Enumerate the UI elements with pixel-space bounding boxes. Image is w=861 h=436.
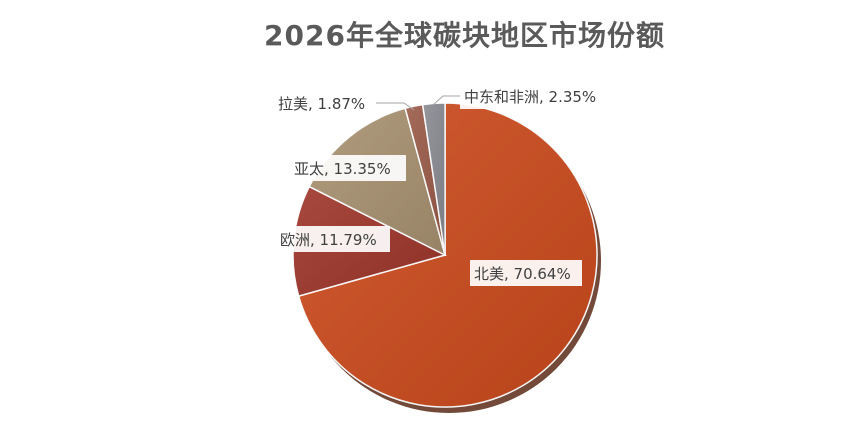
data-label-bg-1: [276, 226, 390, 252]
leader-line-3: [376, 102, 415, 111]
pie-slice-shade-4: [422, 102, 445, 255]
data-label-2: 亚太, 13.35%: [294, 160, 391, 178]
pie-slices: [292, 102, 598, 408]
leader-line-4: [433, 95, 460, 105]
data-label-3: 拉美, 1.87%: [278, 95, 365, 113]
chart-title: 2026年全球碳块地区市场份额: [264, 19, 665, 52]
data-label-bg-0: [470, 260, 582, 286]
pie-slice-shade-2: [309, 108, 445, 255]
data-label-bg-4: [460, 83, 626, 109]
pie-slice-shade-3: [405, 104, 445, 256]
data-label-0: 北美, 70.64%: [474, 265, 571, 283]
pie-labels: 北美, 70.64% 欧洲, 11.79% 亚太, 13.35% 拉美, 1.87% 中…: [274, 83, 626, 286]
data-label-1: 欧洲, 11.79%: [280, 231, 377, 249]
data-label-4: 中东和非洲, 2.35%: [464, 88, 596, 106]
pie-slice-shade-0: [298, 102, 598, 407]
data-label-bg-2: [290, 155, 406, 181]
data-label-bg-3: [274, 90, 376, 116]
